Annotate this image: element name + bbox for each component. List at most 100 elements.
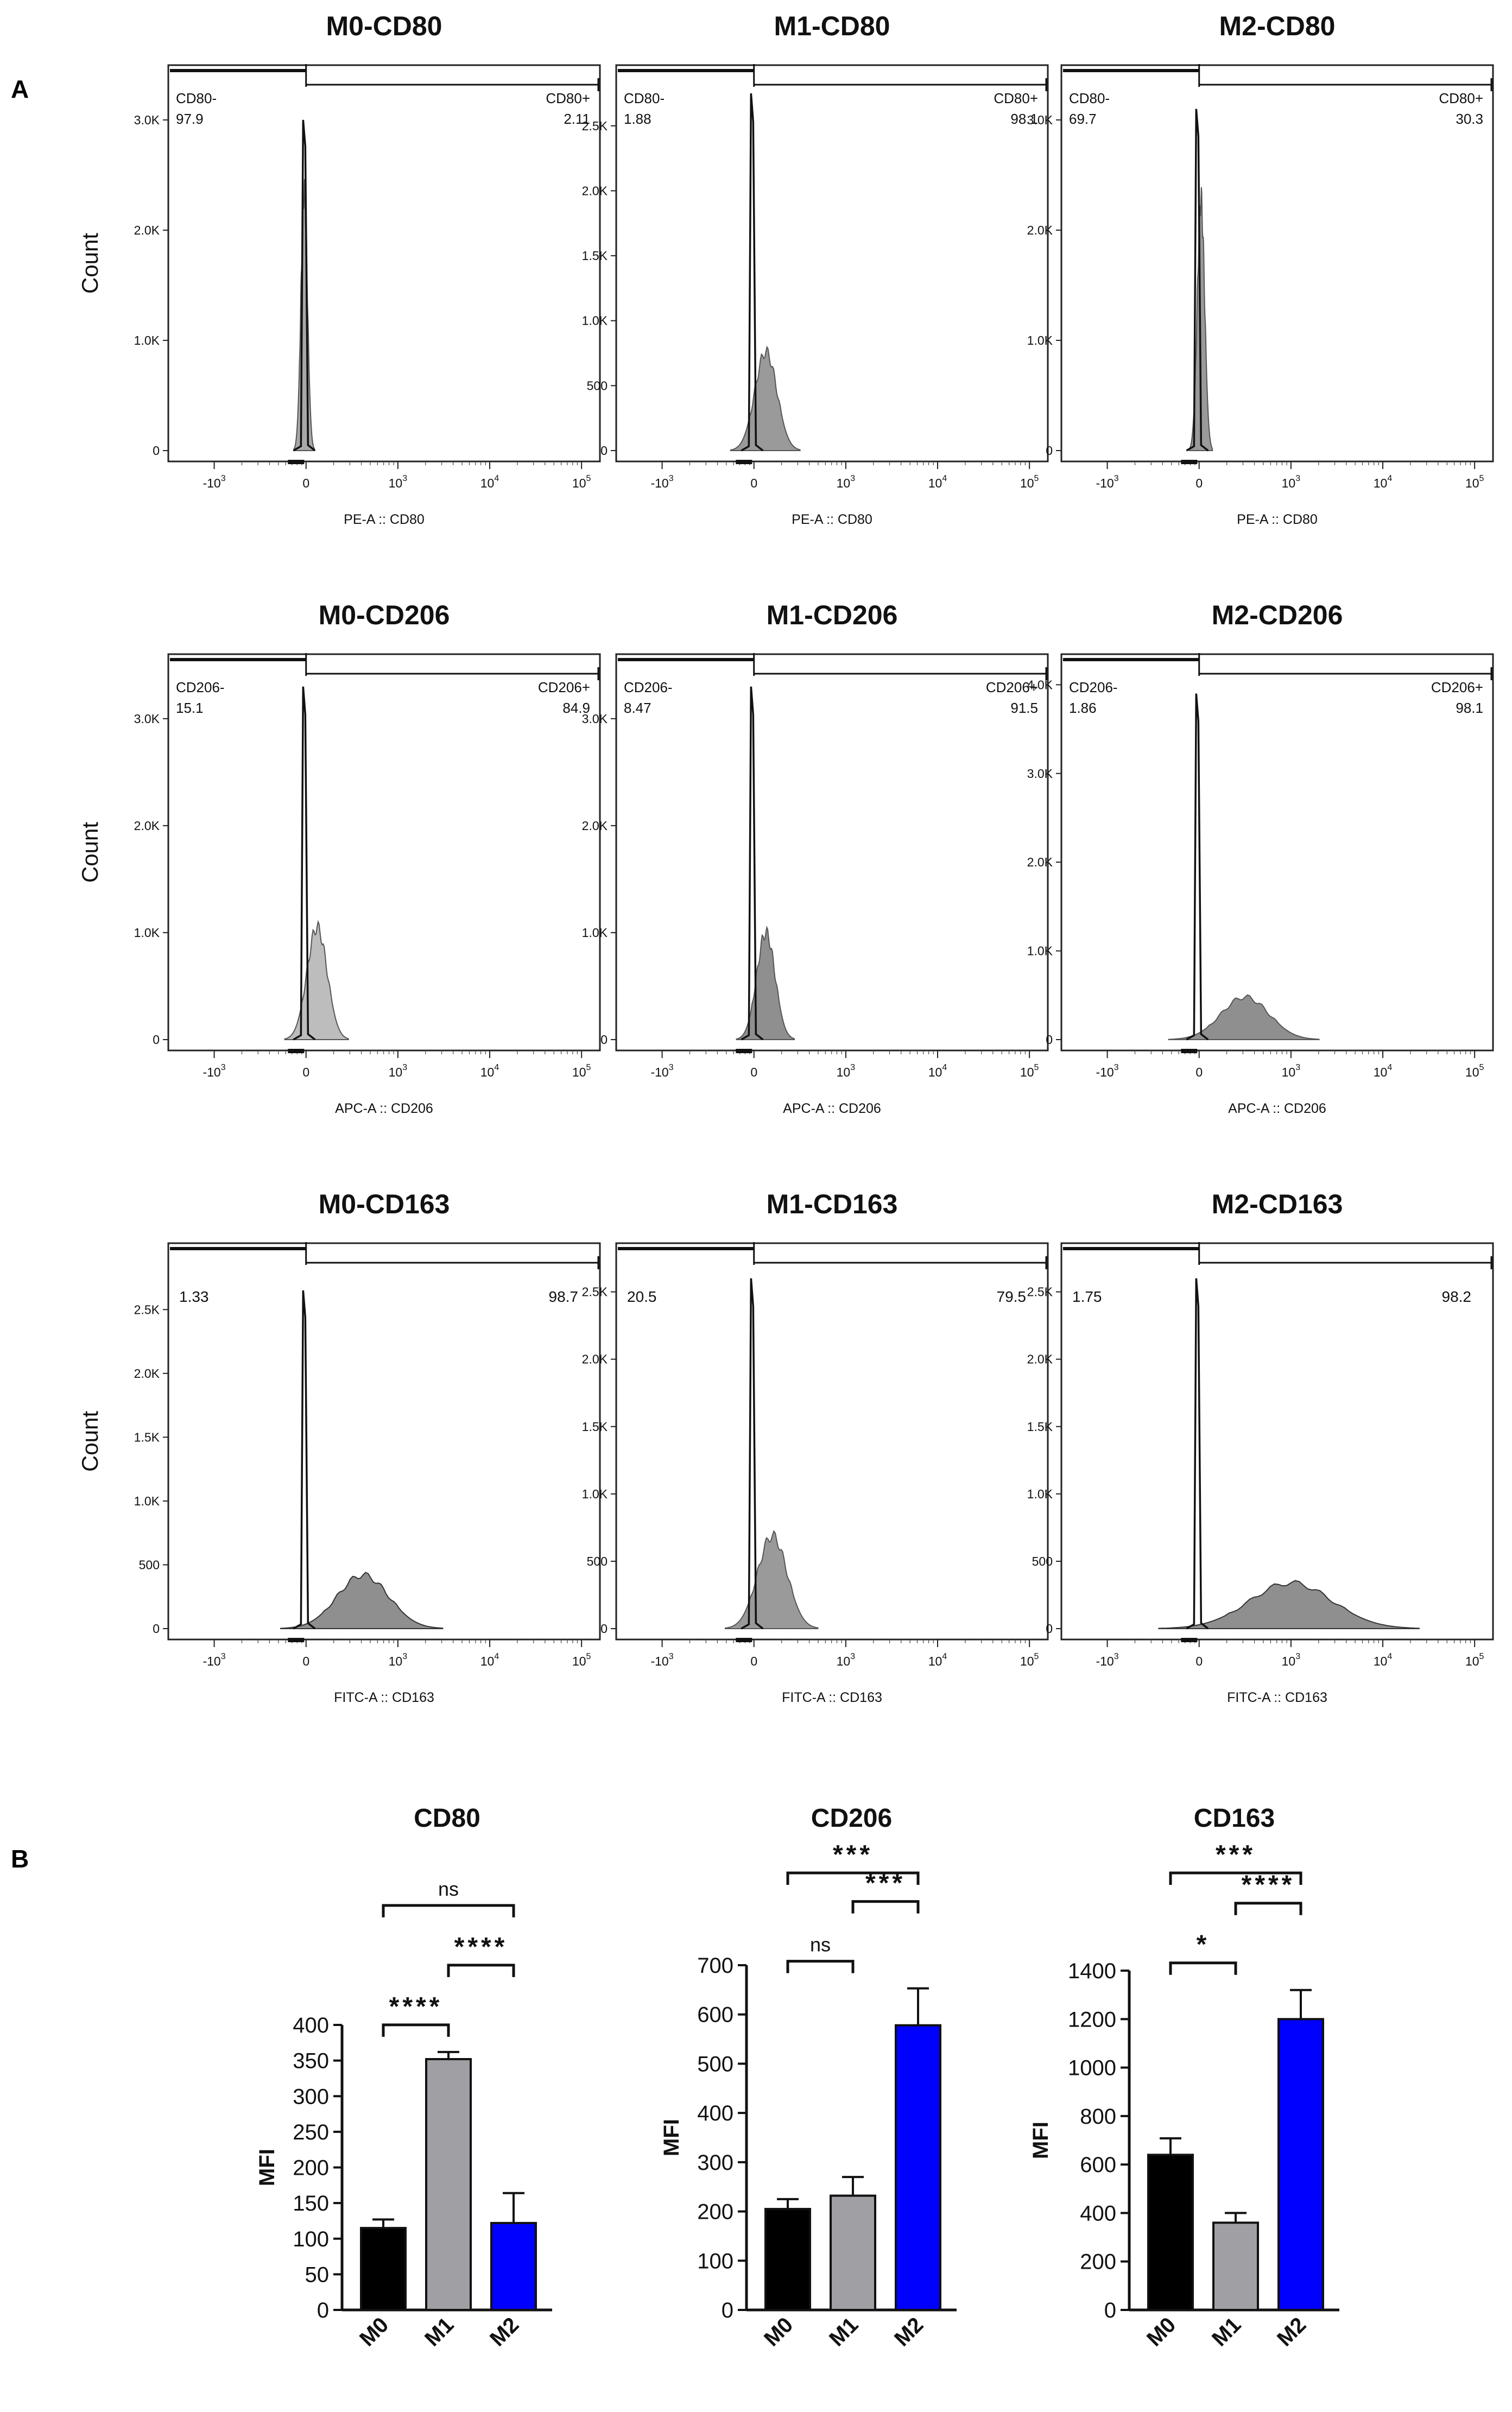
y-tick-label: 2.5K — [1027, 1285, 1053, 1299]
bar-chart: CD80 0 50 100 150 200 250 300 350 400 MFI M0 M1 M2 ***… — [255, 1804, 552, 2351]
stained-population-histogram — [1168, 994, 1320, 1040]
negative-gate-percent: 1.75 — [1072, 1288, 1102, 1305]
y-tick-label: 3.0K — [582, 712, 608, 726]
negative-gate-percent: 15.1 — [176, 700, 204, 716]
x-tick-label: 105 — [1020, 1652, 1039, 1668]
bar-chart: CD163 0 200 400 600 800 1000 1200 1400 MFI M0 M1 M2 *… — [1029, 1804, 1339, 2351]
y-tick-label: 2.0K — [1027, 855, 1053, 869]
x-tick-label: 105 — [1465, 1652, 1484, 1668]
plot-frame — [615, 653, 1049, 1052]
x-tick-label: 103 — [837, 474, 856, 490]
y-tick-label: 250 — [293, 2120, 329, 2144]
control-population-histogram — [293, 1290, 316, 1630]
stained-population-histogram — [730, 345, 801, 451]
x-axis-label: FITC-A :: CD163 — [334, 1690, 434, 1705]
positive-gate-percent: 2.11 — [564, 111, 590, 127]
y-tick-label: 600 — [697, 2003, 733, 2027]
plot-frame — [1060, 64, 1494, 463]
histogram-title: M0-CD206 — [319, 600, 450, 630]
x-tick-exponent: 3 — [1114, 1063, 1119, 1072]
significance-label: ns — [810, 1934, 831, 1956]
x-tick-exponent: 3 — [669, 1652, 674, 1661]
x-tick-exponent: 5 — [1034, 1063, 1039, 1072]
bar-m0 — [1147, 2154, 1194, 2311]
x-tick-exponent: 3 — [1114, 474, 1119, 483]
x-tick-exponent: 3 — [402, 1652, 407, 1661]
x-tick-exponent: 4 — [1387, 474, 1392, 483]
axis-linear-segment — [1181, 1638, 1198, 1642]
x-tick-base: 10 — [480, 1654, 495, 1668]
y-tick-label: 2.5K — [582, 119, 608, 133]
axis-linear-segment — [736, 460, 752, 464]
x-tick-label: 103 — [389, 1652, 408, 1668]
y-axis-label-mfi: MFI — [660, 2119, 684, 2156]
negative-gate-name: CD206- — [624, 679, 673, 695]
x-tick-label: 105 — [1465, 1063, 1484, 1079]
y-tick-label: 3.0K — [134, 712, 160, 726]
plot-frame — [167, 653, 601, 1052]
y-tick-label: 1.5K — [1027, 1420, 1053, 1434]
x-tick-label: -103 — [203, 474, 225, 490]
y-tick-label: 500 — [697, 2052, 733, 2076]
stained-population-histogram — [284, 920, 349, 1040]
x-tick-base: 10 — [480, 1065, 495, 1079]
y-tick-label: 500 — [139, 1558, 160, 1572]
x-tick-base: -10 — [203, 1065, 220, 1079]
x-tick-base: 0 — [750, 1065, 757, 1079]
x-tick-exponent: 3 — [221, 1063, 226, 1072]
positive-gate-percent: 98.7 — [549, 1288, 579, 1305]
x-tick-base: 10 — [572, 1654, 586, 1668]
y-tick-label: 150 — [293, 2192, 329, 2215]
y-tick-label: 2.5K — [582, 1285, 608, 1299]
control-population-histogram — [293, 119, 316, 452]
histogram-title: M1-CD163 — [767, 1189, 898, 1219]
y-tick-label: 1.0K — [582, 1487, 608, 1501]
x-tick-exponent: 3 — [850, 474, 855, 483]
y-tick-label: 1.0K — [1027, 944, 1053, 958]
control-population-histogram — [741, 1278, 764, 1630]
positive-gate-name: CD80+ — [1439, 90, 1483, 106]
x-tick-exponent: 4 — [494, 474, 499, 483]
x-tick-label: 103 — [389, 1063, 408, 1079]
y-tick-label: 2.0K — [582, 819, 608, 833]
y-tick-label: 400 — [293, 2014, 329, 2037]
x-tick-base: 0 — [1195, 476, 1203, 490]
plot-frame — [615, 64, 1049, 463]
y-tick-label: 1.0K — [134, 1494, 160, 1508]
x-tick-label: 104 — [1374, 1652, 1393, 1668]
significance-bracket — [1169, 1871, 1302, 1885]
x-tick-exponent: 3 — [1295, 1652, 1300, 1661]
y-tick-label: 600 — [1080, 2153, 1116, 2177]
bar-m1 — [1212, 2221, 1259, 2311]
x-tick-base: 0 — [302, 1065, 309, 1079]
positive-gate-percent: 84.9 — [562, 700, 590, 716]
x-tick-base: 10 — [389, 1065, 403, 1079]
y-tick-label: 0 — [153, 1622, 160, 1636]
y-tick-label: 200 — [697, 2200, 733, 2224]
x-tick-label: 104 — [928, 474, 947, 490]
significance-label: *** — [1216, 1840, 1256, 1869]
bar-m2 — [1277, 2018, 1324, 2311]
y-tick-label: 0 — [1046, 444, 1053, 458]
negative-gate-name: CD80- — [176, 90, 217, 106]
significance-label: **** — [1242, 1871, 1295, 1900]
x-category-label: M0 — [1142, 2313, 1180, 2351]
x-tick-base: -10 — [650, 1654, 668, 1668]
significance-label: **** — [454, 1933, 508, 1961]
significance-bracket — [382, 1904, 515, 1917]
x-tick-base: 10 — [1020, 1065, 1034, 1079]
x-tick-label: 103 — [389, 474, 408, 490]
axis-linear-segment — [736, 1638, 752, 1642]
x-tick-base: 10 — [1374, 1654, 1388, 1668]
x-tick-base: -10 — [1096, 1654, 1114, 1668]
x-tick-label: 104 — [1374, 474, 1393, 490]
x-tick-base: 10 — [1465, 476, 1479, 490]
bar-m0 — [360, 2227, 407, 2311]
control-population-histogram — [293, 686, 316, 1041]
x-tick-exponent: 3 — [221, 1652, 226, 1661]
y-tick-label: 4.0K — [1027, 678, 1053, 692]
y-tick-label: 0 — [600, 1622, 608, 1636]
x-tick-label: -103 — [650, 1652, 673, 1668]
